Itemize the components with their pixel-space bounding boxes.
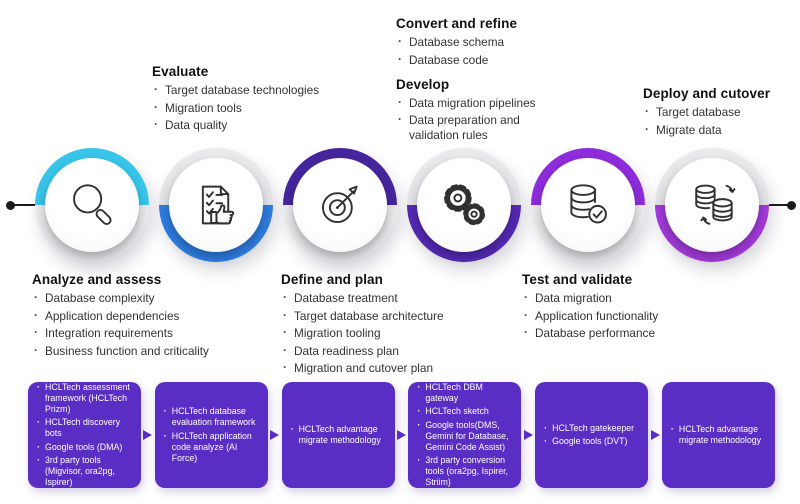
target-dart-icon: [321, 185, 358, 224]
stage-bullet-list: Data migration pipelinesData preparation…: [396, 95, 564, 144]
stage-label-convert-and-develop: Convert and refine Database schemaDataba…: [396, 16, 564, 146]
timeline-end-dot: [787, 200, 796, 210]
tool-item: HCLTech DBM gateway: [416, 382, 515, 404]
toolbox-test: HCLTech gatekeeper Google tools (DVT): [535, 382, 649, 488]
stage-heading: Analyze and assess: [32, 272, 162, 287]
tool-item: HCLTech database evaluation framework: [163, 406, 262, 428]
stage-bullet-list: Database complexity Application dependenc…: [32, 290, 240, 359]
bullet-item: Target database: [643, 104, 798, 120]
stage-label-deploy-and-cutover: Deploy and cutover Target database Migrat…: [643, 86, 798, 140]
bullet-item: Integration requirements: [32, 325, 240, 341]
gears-icon: [444, 184, 485, 226]
tool-item: HCLTech discovery bots: [36, 417, 135, 439]
timeline-start-dot: [6, 200, 15, 210]
bullet-item: Target database technologies: [152, 82, 352, 98]
tool-item: 3rd party tools (Migvisor, ora2pg, Ispir…: [36, 455, 135, 488]
tool-list: HCLTech gatekeeper Google tools (DVT): [543, 420, 634, 449]
bullet-item: Database treatment: [281, 290, 471, 306]
tool-list: HCLTech advantage migrate methodology: [670, 422, 769, 449]
stage-label-evaluate: Evaluate Target database technologies Mig…: [152, 64, 352, 136]
stage-heading: Develop: [396, 76, 450, 92]
timeline-end-line: [765, 204, 791, 207]
stage-heading: Test and validate: [522, 272, 633, 287]
toolbox-assess: HCLTech assessment framework (HCLTech Pr…: [28, 382, 141, 488]
tool-list: HCLTech database evaluation framework HCL…: [163, 404, 262, 466]
tool-item: Google tools (DVT): [543, 436, 634, 447]
stage-node-test: [531, 148, 645, 262]
toolbox-define: HCLTech advantage migrate methodology: [281, 382, 395, 488]
tooling-row: HCLTech assessment framework (HCLTech Pr…: [28, 382, 775, 488]
arrow-right-icon: [523, 430, 533, 440]
stage-bullet-list: Target database Migrate data: [643, 104, 798, 138]
magnifier-icon: [73, 184, 112, 225]
bullet-item: Migration and cutover plan: [281, 360, 471, 376]
tool-item: HCLTech gatekeeper: [543, 423, 634, 434]
arrow-right-icon: [270, 430, 280, 440]
stage-label-analyze-and-assess: Analyze and assess Database complexity Ap…: [32, 272, 240, 361]
bullet-item: Data readiness plan: [281, 343, 471, 359]
databases-sync-icon: [695, 184, 736, 225]
stage-icon-disc: [45, 158, 139, 252]
stage-icon-disc: [541, 158, 635, 252]
arrow-right-icon: [396, 430, 406, 440]
stage-bullet-list: Database treatment Target database archit…: [281, 290, 471, 376]
stage-node-define: [283, 148, 397, 262]
tool-list: HCLTech assessment framework (HCLTech Pr…: [36, 379, 135, 490]
stage-node-deploy: [655, 148, 769, 262]
bullet-item: Data preparation and validation rules: [396, 112, 564, 143]
checklist-thumbs-up-icon: [201, 185, 235, 225]
stage-bullet-list: Database schema Database code: [396, 34, 564, 68]
stage-heading: Evaluate: [152, 64, 209, 79]
bullet-item: Data migration pipelines: [396, 95, 564, 111]
bullet-item: Migration tools: [152, 100, 352, 116]
bullet-item: Business function and criticality: [32, 343, 240, 359]
bullet-item: Data quality: [152, 117, 352, 133]
toolbox-convert: HCLTech DBM gateway HCLTech sketch Google …: [408, 379, 522, 490]
stage-icon-disc: [665, 158, 759, 252]
stage-heading: Deploy and cutover: [643, 86, 771, 101]
bullet-item: Application dependencies: [32, 308, 240, 324]
tool-item: 3rd party conversion tools (ora2pg, Ispi…: [416, 455, 515, 488]
stage-node-evaluate: [159, 148, 273, 262]
stage-heading: Define and plan: [281, 272, 384, 287]
bullet-item: Database performance: [522, 325, 712, 341]
tool-item: Google tools(DMS, Gemini for Database, G…: [416, 420, 515, 453]
tool-list: HCLTech DBM gateway HCLTech sketch Google …: [416, 379, 515, 490]
label-group-convert: Convert and refine Database schemaDataba…: [396, 16, 564, 68]
tool-list: HCLTech advantage migrate methodology: [290, 422, 389, 449]
stage-heading: Convert and refine: [396, 16, 518, 31]
bullet-item: Database schema: [396, 34, 564, 50]
bullet-item: Database code: [396, 52, 564, 68]
tool-item: HCLTech sketch: [416, 406, 515, 417]
tool-item: HCLTech application code analyze (AI For…: [163, 431, 262, 464]
bullet-item: Migration tooling: [281, 325, 471, 341]
stage-label-define-and-plan: Define and plan Database treatment Target…: [281, 272, 471, 379]
stage-node-analyze: [35, 148, 149, 262]
bullet-item: Data migration: [522, 290, 712, 306]
bullet-item: Application functionality: [522, 308, 712, 324]
tool-item: HCLTech advantage migrate methodology: [670, 424, 769, 446]
arrow-right-icon: [143, 430, 153, 440]
stage-icon-disc: [417, 158, 511, 252]
tool-item: HCLTech assessment framework (HCLTech Pr…: [36, 382, 135, 415]
toolbox-deploy: HCLTech advantage migrate methodology: [661, 382, 775, 488]
stage-label-test-and-validate: Test and validate Data migration Applicat…: [522, 272, 712, 344]
arrow-right-icon: [650, 430, 660, 440]
stage-node-convert-develop: [407, 148, 521, 262]
bullet-item: Target database architecture: [281, 308, 471, 324]
stage-bullet-list: Data migration Application functionalityD…: [522, 290, 712, 341]
label-group-develop: Develop Data migration pipelinesData pre…: [396, 77, 564, 144]
timeline-start-line: [11, 204, 38, 207]
stage-bullet-list: Target database technologies Migration to…: [152, 82, 352, 133]
bullet-item: Database complexity: [32, 290, 240, 306]
tool-item: HCLTech advantage migrate methodology: [290, 424, 389, 446]
tool-item: Google tools (DMA): [36, 442, 135, 453]
toolbox-evaluate: HCLTech database evaluation framework HCL…: [154, 382, 268, 488]
stage-icon-disc: [293, 158, 387, 252]
database-check-icon: [570, 184, 607, 224]
bullet-item: Migrate data: [643, 122, 798, 138]
stage-icon-disc: [169, 158, 263, 252]
